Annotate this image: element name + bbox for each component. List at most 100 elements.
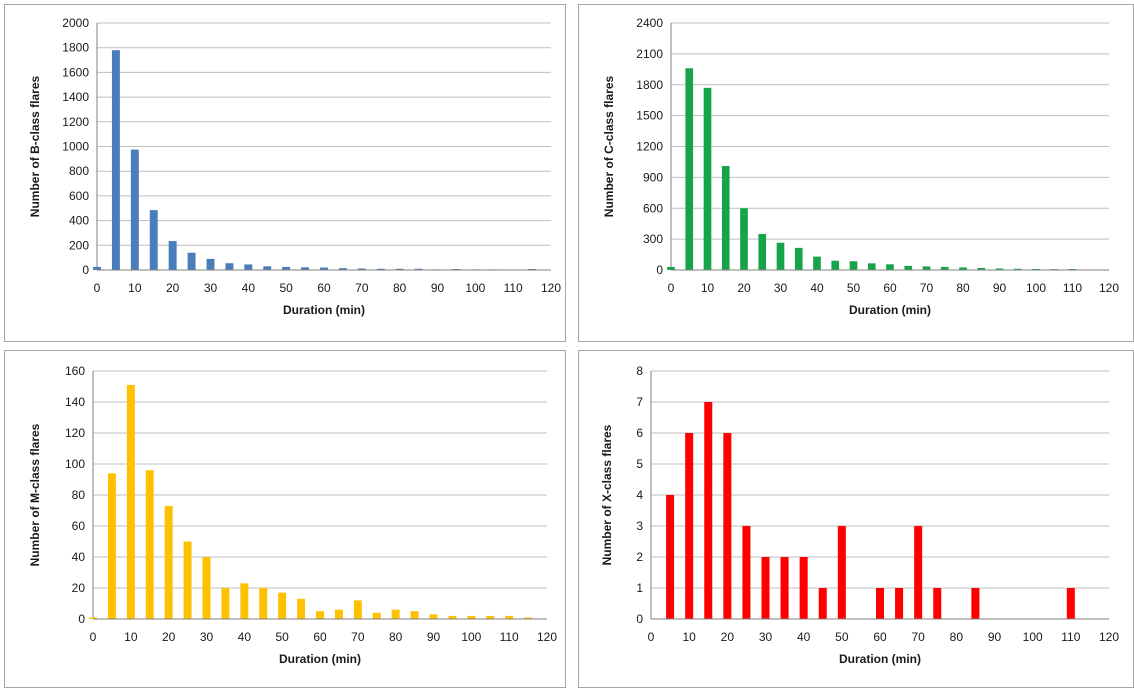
c-bar	[849, 261, 858, 270]
m-y-tick-label: 120	[65, 426, 85, 440]
c-bar	[831, 260, 840, 270]
b-class-chart: 0 200 400 600 800 1000 1200 1400 1600 1800 2000 0 10…	[4, 4, 566, 342]
m-x-tick-label: 20	[162, 630, 176, 644]
c-y-axis-label: Number of C-class flares	[602, 75, 616, 217]
b-x-tick-label: 30	[204, 281, 218, 295]
m-bar	[505, 615, 514, 619]
x-bar	[742, 526, 751, 619]
m-x-tick-label: 0	[90, 630, 97, 644]
c-x-tick-label: 40	[810, 281, 824, 295]
b-bar	[395, 268, 404, 270]
m-bar	[391, 609, 400, 619]
m-class-chart: 0 20 40 60 80 100 120 140 160 0 10 20 30 40 50 60 70 80 90…	[4, 350, 566, 688]
m-bar	[316, 611, 324, 619]
x-x-tick-label: 80	[950, 630, 964, 644]
x-x-tick-label: 50	[835, 630, 849, 644]
b-x-tick-label: 10	[128, 281, 142, 295]
m-bar	[410, 611, 419, 619]
x-bar	[971, 588, 980, 619]
b-x-tick-label: 70	[355, 281, 369, 295]
b-y-tick-label: 800	[69, 164, 89, 178]
c-x-tick-label: 70	[920, 281, 934, 295]
x-bar	[818, 588, 827, 619]
x-x-tick-label: 120	[1099, 630, 1119, 644]
m-bar	[107, 473, 116, 619]
b-y-tick-label: 2000	[62, 16, 89, 30]
c-y-tick-label: 900	[643, 170, 663, 184]
b-bar	[414, 268, 423, 270]
m-bar	[524, 617, 533, 619]
c-y-tick-label: 300	[643, 232, 663, 246]
c-bar	[904, 265, 913, 270]
b-x-tick-label: 90	[431, 281, 445, 295]
c-bar	[721, 166, 730, 270]
c-x-axis-label: Duration (min)	[849, 303, 931, 317]
c-y-tick-label: 0	[656, 263, 663, 277]
c-x-tick-label: 90	[993, 281, 1007, 295]
x-class-chart: 0 1 2 3 4 5 6 7 8 0 10 20 30 40 50 60 70 80 90 100 110 120 Dur…	[578, 350, 1134, 688]
x-bar	[761, 557, 770, 619]
m-chart-svg: 0 20 40 60 80 100 120 140 160 0 10 20 30 40 50 60 70 80 90…	[28, 364, 557, 666]
c-x-tick-label: 0	[668, 281, 675, 295]
m-bar	[126, 384, 135, 619]
m-bar	[448, 615, 457, 619]
c-y-tick-label: 2400	[636, 16, 663, 30]
m-x-tick-label: 30	[200, 630, 214, 644]
c-bar	[886, 264, 894, 270]
c-chart-svg: 0 300 600 900 1200 1500 1800 2100 2400 0 10 20 30 40 5…	[602, 16, 1119, 317]
b-bar	[187, 252, 196, 270]
m-bar	[429, 614, 438, 619]
b-bar	[130, 149, 139, 270]
b-bar	[93, 266, 101, 270]
x-bar	[799, 557, 808, 619]
x-bar	[685, 433, 694, 619]
c-bar	[940, 266, 949, 270]
x-y-tick-label: 3	[636, 519, 643, 533]
m-y-tick-label: 80	[72, 488, 86, 502]
m-x-tick-label: 10	[124, 630, 138, 644]
b-y-tick-label: 0	[82, 263, 89, 277]
x-bar	[914, 526, 923, 619]
x-bar	[780, 557, 789, 619]
c-x-tick-label: 120	[1099, 281, 1119, 295]
b-bar	[149, 210, 158, 270]
m-bar	[202, 557, 211, 619]
b-x-tick-label: 80	[393, 281, 407, 295]
x-x-tick-label: 0	[648, 630, 655, 644]
x-y-tick-label: 6	[636, 426, 643, 440]
b-y-tick-label: 1600	[62, 65, 89, 79]
m-bar	[278, 592, 287, 619]
m-x-tick-label: 50	[275, 630, 289, 644]
b-x-tick-label: 100	[465, 281, 485, 295]
c-bar	[995, 268, 1004, 270]
b-x-axis-label: Duration (min)	[283, 303, 365, 317]
c-y-tick-label: 1200	[636, 140, 663, 154]
x-bar	[1066, 588, 1075, 619]
c-y-tick-label: 1500	[636, 109, 663, 123]
m-bar	[183, 541, 192, 619]
m-bar	[164, 505, 173, 619]
m-y-tick-label: 100	[65, 457, 85, 471]
b-bar	[376, 268, 385, 270]
c-x-tick-label: 60	[883, 281, 897, 295]
c-x-tick-label: 100	[1026, 281, 1046, 295]
m-y-axis-label: Number of M-class flares	[28, 423, 42, 566]
m-x-tick-label: 80	[389, 630, 403, 644]
x-bar	[666, 495, 675, 619]
b-y-tick-label: 1000	[62, 140, 89, 154]
m-x-tick-label: 70	[351, 630, 365, 644]
x-y-tick-label: 4	[636, 488, 643, 502]
c-y-tick-label: 2100	[636, 47, 663, 61]
c-x-tick-label: 30	[774, 281, 788, 295]
b-bar	[206, 258, 215, 270]
m-bar	[297, 598, 306, 619]
x-x-tick-label: 30	[759, 630, 773, 644]
b-y-tick-label: 400	[69, 214, 89, 228]
x-bar	[704, 402, 713, 619]
m-x-tick-label: 100	[461, 630, 481, 644]
x-y-axis-label: Number of X-class flares	[600, 424, 614, 565]
c-x-tick-label: 50	[847, 281, 861, 295]
x-bar	[723, 433, 732, 619]
b-bar	[244, 264, 253, 270]
b-bar	[357, 268, 366, 270]
